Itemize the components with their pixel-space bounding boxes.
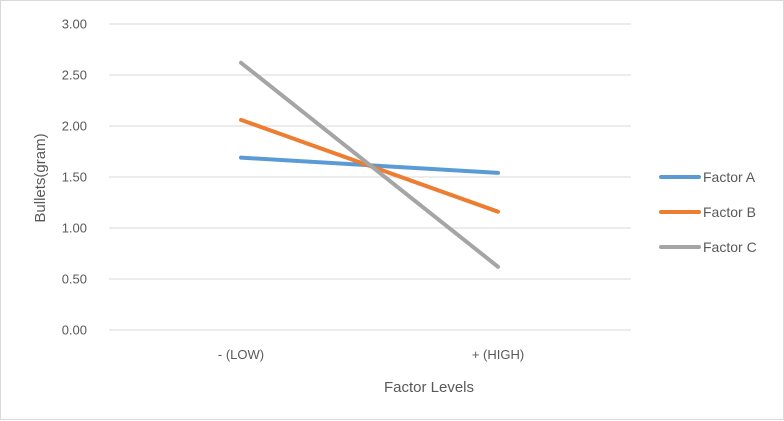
legend-label: Factor A [703,169,756,185]
x-axis-categories: - (LOW) + (HIGH) [218,347,524,362]
y-axis-title: Bullets(gram) [32,133,49,222]
y-tick-label: 1.00 [62,221,87,236]
y-tick-label: 2.50 [62,68,87,83]
gridlines [109,23,631,331]
y-axis-ticks: 0.00 0.50 1.00 1.50 2.00 2.50 3.00 [62,17,87,338]
y-tick-label: 2.00 [62,119,87,134]
series-lines [239,60,500,269]
legend: Factor A Factor B Factor C [659,169,757,255]
x-category-label: + (HIGH) [472,347,524,362]
x-category-label: - (LOW) [218,347,264,362]
y-tick-label: 3.00 [62,17,87,32]
series-line-3 [239,60,500,269]
x-axis-title: Factor Levels [384,379,474,396]
y-tick-label: 1.50 [62,170,87,185]
y-tick-label: 0.00 [62,323,87,338]
legend-label: Factor C [703,239,757,255]
y-tick-label: 0.50 [62,272,87,287]
legend-label: Factor B [703,204,756,220]
